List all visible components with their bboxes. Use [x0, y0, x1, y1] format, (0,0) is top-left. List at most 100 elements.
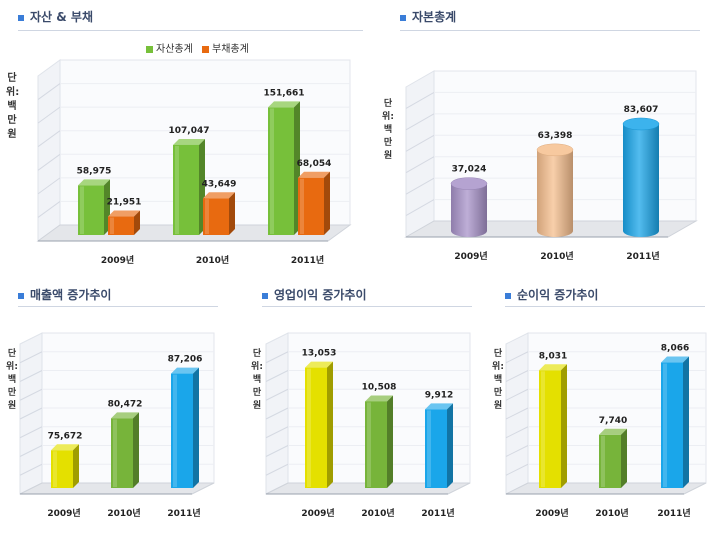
x-tick-label: 2011년 [421, 507, 454, 519]
chart-svg: 2009년 2010년 2011년 37,024 63,398 83,607 [404, 70, 698, 262]
x-tick-label: 2009년 [101, 254, 134, 266]
chart-operating-profit: 2009년 2010년 2011년 13,053 10,508 9,912 [262, 318, 477, 528]
gridline [19, 351, 43, 364]
chart-svg: 2009년 2010년 2011년 75,672 80,472 87,206 [19, 332, 215, 519]
data-label: 13,053 [302, 349, 337, 359]
chart-title-assets: 자산 & 부채 [18, 8, 93, 25]
gridline [265, 445, 289, 457]
data-label: 80,472 [108, 399, 143, 409]
x-tick-label: 2011년 [657, 507, 690, 519]
gridline [265, 388, 289, 401]
unit-label: 단위:백만원 [492, 349, 504, 411]
gridline [19, 407, 43, 420]
gridline [405, 134, 435, 152]
gridline [505, 445, 529, 457]
gridline [405, 156, 435, 174]
chart-svg: 2009년 2010년 2011년 13,053 10,508 9,912 [265, 332, 471, 519]
bar [365, 395, 393, 488]
gridline [37, 130, 61, 148]
bar [268, 101, 300, 235]
chart-side-wall [37, 59, 61, 242]
x-tick-label: 2009년 [535, 507, 568, 519]
bar [450, 177, 488, 237]
gridline [405, 177, 435, 195]
bullet-square-icon [18, 14, 24, 21]
chart-side-wall [405, 70, 435, 238]
bar [599, 428, 627, 488]
chart-title-net: 순이익 증가추이 [505, 286, 598, 303]
chart-sales: 2009년 2010년 2011년 75,672 80,472 87,206 [14, 318, 219, 528]
gridline [37, 153, 61, 171]
bar [111, 412, 139, 488]
legend-label-liabilities: 부채총계 [212, 44, 249, 55]
bar [298, 171, 330, 235]
unit-label: 단위:백만원 [251, 349, 263, 411]
chart-svg: 2009년 2010년 2011년 8,031 7,740 8,066 [505, 332, 707, 519]
gridline [19, 370, 43, 382]
data-label: 68,054 [297, 159, 332, 169]
gridline [505, 351, 529, 364]
x-tick-label: 2009년 [301, 507, 334, 519]
data-label: 87,206 [168, 355, 203, 365]
unit-label: 단위:백만원 [382, 99, 394, 161]
gridline [405, 91, 435, 109]
x-tick-label: 2010년 [196, 254, 229, 266]
bar [305, 361, 333, 488]
bullet-square-icon [400, 14, 406, 21]
data-label: 9,912 [425, 390, 453, 400]
gridline [405, 113, 435, 131]
unit-label: 단위:백만원 [6, 73, 20, 140]
x-tick-label: 2010년 [595, 507, 628, 519]
gridline [265, 463, 289, 476]
data-label: 63,398 [538, 131, 573, 141]
bar [539, 364, 567, 488]
data-label: 7,740 [599, 416, 627, 426]
gridline [265, 426, 289, 439]
x-tick-label: 2009년 [47, 507, 80, 519]
bar [173, 138, 205, 235]
bullet-square-icon [18, 292, 24, 299]
gridline [505, 407, 529, 420]
data-label: 58,975 [77, 166, 112, 176]
x-tick-label: 2011년 [291, 254, 324, 266]
legend: 자산총계 부채총계 [140, 40, 249, 55]
data-label: 107,047 [169, 126, 210, 136]
gridline [37, 177, 61, 195]
bullet-square-icon [262, 292, 268, 299]
gridline [37, 201, 61, 218]
gridline [505, 426, 529, 439]
data-label: 75,672 [48, 431, 83, 441]
bar [78, 179, 110, 235]
gridline [19, 445, 43, 457]
gridline [505, 463, 529, 476]
chart-title-equity: 자본총계 [400, 8, 456, 25]
data-label: 37,024 [452, 165, 487, 175]
bar [171, 367, 199, 488]
gridline [265, 370, 289, 382]
legend-swatch-liabilities [202, 45, 209, 53]
x-tick-label: 2009년 [454, 250, 487, 262]
title-rule [18, 306, 218, 307]
legend-swatch-assets [146, 45, 153, 53]
data-label: 151,661 [264, 88, 305, 98]
data-label: 83,607 [624, 105, 659, 115]
chart-equity: 2009년 2010년 2011년 37,024 63,398 83,607 [398, 62, 703, 262]
chart-title-sales: 매출액 증가추이 [18, 286, 111, 303]
title-rule [18, 30, 363, 31]
gridline [265, 351, 289, 364]
bar [536, 143, 574, 237]
chart-svg: 2009년 2010년 2011년 58,975 107,047 151,661 21,95… [36, 59, 352, 266]
gridline [19, 463, 43, 476]
data-label: 8,066 [661, 344, 689, 354]
x-tick-label: 2011년 [167, 507, 200, 519]
title-rule [400, 30, 700, 31]
gridline [505, 370, 529, 382]
gridline [505, 388, 529, 401]
title-rule [505, 306, 705, 307]
bar [203, 192, 235, 235]
legend-label-assets: 자산총계 [156, 44, 193, 55]
bar [51, 444, 79, 488]
x-tick-label: 2010년 [107, 507, 140, 519]
chart-assets-liabilities: 2009년 2010년 2011년 58,975 107,047 151,661 21,95… [30, 58, 375, 273]
chart-net-profit: 2009년 2010년 2011년 8,031 7,740 8,066 [502, 318, 712, 528]
